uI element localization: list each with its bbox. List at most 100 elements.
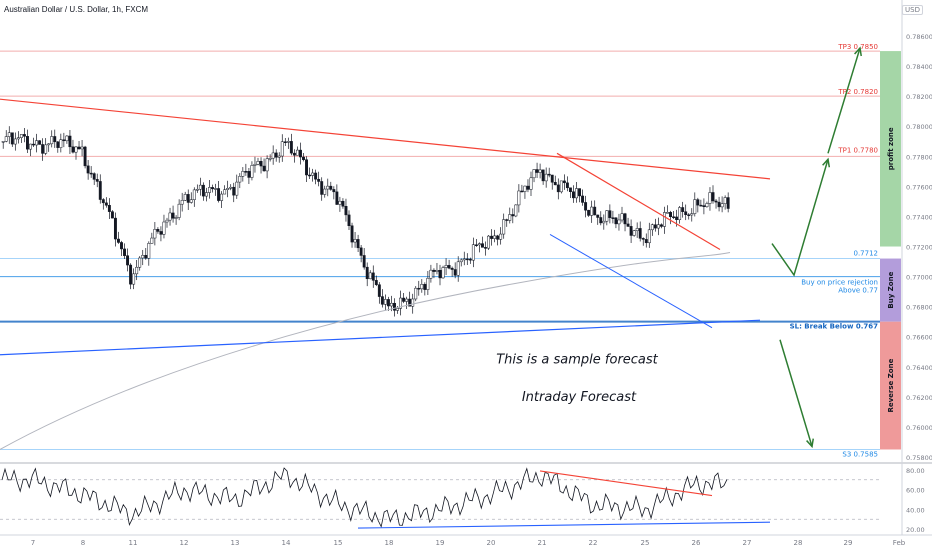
- candle: [587, 209, 591, 216]
- candle: [107, 205, 111, 212]
- candle: [650, 224, 654, 231]
- candle: [553, 182, 557, 186]
- time-axis-label: Feb: [893, 539, 906, 547]
- candle: [302, 156, 305, 160]
- candle: [456, 261, 460, 276]
- candle: [344, 206, 348, 216]
- candle: [374, 280, 378, 285]
- forecast-arrow-to-tp1: [771, 159, 829, 277]
- candle: [474, 244, 478, 246]
- candle: [89, 172, 93, 175]
- candle: [656, 224, 660, 229]
- candle: [314, 172, 318, 180]
- time-axis-label: 25: [641, 539, 650, 547]
- candle: [599, 217, 603, 224]
- candle: [411, 298, 415, 307]
- candle: [35, 140, 39, 146]
- buy-zone-label: Buy Zone: [887, 271, 895, 308]
- candle: [95, 179, 99, 182]
- candle: [711, 192, 715, 202]
- candle: [147, 243, 151, 259]
- candle: [283, 141, 287, 143]
- candle: [241, 171, 245, 177]
- candle: [617, 219, 621, 225]
- candle: [232, 186, 236, 196]
- candle: [629, 226, 633, 236]
- candle: [326, 185, 330, 190]
- candle: [690, 213, 694, 216]
- candle: [92, 173, 96, 180]
- candle: [174, 217, 178, 219]
- candle: [620, 213, 624, 221]
- candle: [229, 186, 233, 189]
- candle: [162, 221, 166, 235]
- candle: [717, 201, 721, 208]
- time-axis-label: 27: [743, 539, 752, 547]
- candle: [681, 207, 685, 212]
- candle: [547, 173, 551, 176]
- short-resistance-trendline: [556, 152, 721, 251]
- candle: [86, 165, 90, 174]
- candle: [186, 194, 190, 203]
- candle: [253, 163, 257, 166]
- candle: [705, 203, 709, 207]
- candle: [44, 144, 48, 154]
- candle: [32, 143, 35, 146]
- candle: [380, 296, 384, 305]
- candle: [578, 188, 581, 197]
- candle: [165, 219, 169, 223]
- candle: [496, 235, 500, 240]
- candle: [581, 195, 585, 203]
- candle: [226, 187, 230, 191]
- candle: [562, 180, 566, 184]
- time-axis-label: 7: [31, 539, 35, 547]
- candle: [423, 284, 427, 290]
- currency-selector[interactable]: USD: [902, 5, 923, 15]
- candle: [462, 258, 466, 261]
- level-7712-label: 0.7712: [854, 250, 879, 258]
- candle: [396, 308, 399, 311]
- rsi-axis-label: 40.00: [906, 506, 925, 514]
- candle: [708, 192, 712, 204]
- candle: [171, 212, 175, 219]
- time-axis-label: 14: [282, 539, 291, 547]
- candle: [544, 173, 548, 182]
- price-axis-label: 0.77400: [906, 213, 932, 221]
- candle: [208, 187, 211, 193]
- candle: [338, 200, 342, 205]
- time-axis-label: 13: [231, 539, 240, 547]
- candle: [502, 219, 506, 235]
- candle: [308, 174, 312, 177]
- candle: [150, 237, 154, 244]
- candle: [168, 212, 172, 221]
- time-axis-label: 20: [487, 539, 496, 547]
- candle: [565, 182, 569, 189]
- candle: [359, 247, 363, 256]
- price-axis-label: 0.77200: [906, 244, 932, 252]
- candle: [335, 191, 339, 205]
- candle: [675, 216, 679, 221]
- candle: [353, 239, 357, 243]
- time-axis-label: 19: [436, 539, 445, 547]
- candle: [347, 214, 351, 227]
- reverse-zone-label: Reverse Zone: [887, 358, 895, 412]
- candle: [635, 228, 639, 231]
- candle: [471, 244, 475, 261]
- candle: [438, 270, 442, 279]
- candle: [104, 202, 108, 206]
- price-axis-label: 0.77000: [906, 274, 932, 282]
- candle: [317, 178, 321, 182]
- candle: [4, 136, 8, 142]
- candle: [399, 297, 403, 309]
- price-axis-label: 0.78600: [906, 33, 932, 41]
- candle: [435, 270, 439, 272]
- price-axis-label: 0.78200: [906, 93, 932, 101]
- candle: [180, 200, 184, 205]
- forecast-arrow-to-s3: [779, 339, 813, 447]
- candle: [520, 190, 524, 193]
- candle: [572, 191, 575, 199]
- candle: [699, 204, 703, 207]
- candle: [450, 267, 454, 270]
